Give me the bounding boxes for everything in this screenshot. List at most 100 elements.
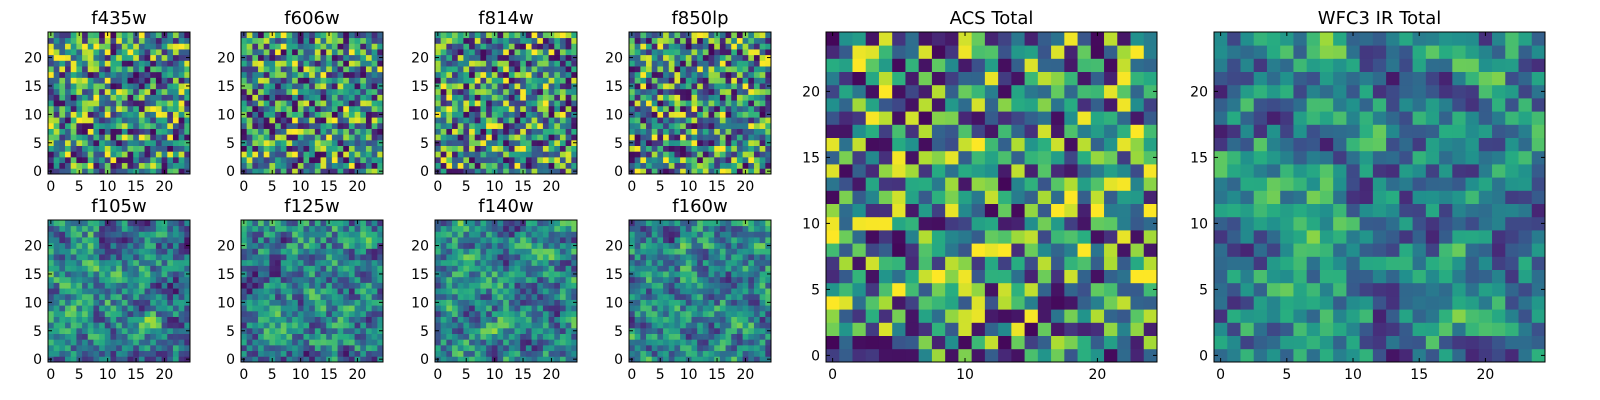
heatmap-cell: [99, 350, 106, 357]
heatmap-cell: [440, 220, 447, 227]
heatmap-cell: [446, 117, 453, 124]
heatmap-cell: [167, 122, 174, 129]
heatmap-cell: [759, 322, 766, 329]
heatmap-cell: [144, 316, 151, 323]
heatmap-cell: [646, 54, 653, 61]
heatmap-cell: [520, 77, 527, 84]
heatmap-cell: [480, 151, 487, 158]
heatmap-cell: [161, 293, 168, 300]
heatmap-cell: [748, 94, 755, 101]
heatmap-cell: [531, 276, 538, 283]
heatmap-cell: [127, 356, 134, 363]
heatmap-cell: [657, 305, 664, 312]
heatmap-cell: [331, 122, 338, 129]
heatmap-cell: [93, 111, 100, 118]
heatmap-cell: [742, 94, 749, 101]
heatmap-cell: [269, 254, 276, 261]
heatmap-cell: [121, 60, 128, 67]
heatmap-cell: [748, 66, 755, 73]
heatmap-cell: [241, 276, 248, 283]
heatmap-cell: [133, 248, 140, 255]
heatmap-cell: [480, 344, 487, 352]
heatmap-cell: [463, 288, 470, 295]
heatmap-cell: [452, 265, 459, 272]
heatmap-cell: [133, 276, 140, 283]
heatmap-cell: [178, 43, 185, 50]
heatmap-cell: [531, 288, 538, 295]
heatmap-cell: [258, 259, 265, 266]
heatmap-cell: [337, 225, 344, 232]
heatmap-cell: [297, 145, 304, 152]
heatmap-cell: [719, 66, 726, 73]
heatmap-cell: [474, 139, 481, 146]
heatmap-cell: [731, 344, 738, 352]
x-tick-label: 20: [349, 179, 367, 195]
heatmap-cell: [497, 145, 504, 152]
heatmap-cell: [280, 339, 287, 346]
heatmap-cell: [263, 316, 270, 323]
heatmap-cell: [371, 265, 378, 272]
heatmap-cell: [246, 128, 253, 135]
heatmap-cell: [525, 60, 532, 67]
heatmap-cell: [348, 145, 355, 152]
heatmap-cell: [748, 32, 755, 39]
heatmap-cell: [463, 151, 470, 158]
heatmap-cell: [520, 339, 527, 346]
heatmap-cell: [297, 83, 304, 90]
heatmap-cell: [765, 156, 772, 164]
heatmap-cell: [446, 83, 453, 90]
heatmap-cell: [697, 356, 704, 363]
heatmap-cell: [263, 37, 270, 44]
heatmap-cell: [116, 242, 123, 249]
heatmap-cell: [668, 128, 675, 135]
heatmap-cell: [59, 276, 66, 283]
heatmap-cell: [469, 145, 476, 152]
heatmap-cell: [435, 77, 442, 84]
heatmap-cell: [634, 344, 641, 352]
heatmap-cell: [269, 43, 276, 50]
heatmap-cell: [629, 162, 636, 169]
heatmap-cell: [76, 271, 83, 278]
heatmap-cell: [748, 327, 755, 334]
heatmap-cell: [685, 333, 692, 340]
heatmap-cell: [457, 344, 464, 352]
heatmap-cell: [708, 43, 715, 50]
heatmap-cell: [343, 111, 350, 118]
heatmap-cell: [354, 322, 361, 329]
heatmap-cell: [446, 339, 453, 346]
heatmap-cell: [121, 276, 128, 283]
heatmap-cell: [246, 94, 253, 101]
heatmap-cell: [178, 105, 185, 112]
heatmap-cell: [559, 128, 567, 135]
heatmap-cell: [178, 71, 185, 78]
heatmap-cell: [554, 316, 561, 323]
heatmap-cell: [331, 162, 338, 169]
heatmap-cell: [725, 105, 732, 112]
heatmap-cell: [258, 162, 265, 169]
heatmap-cell: [286, 66, 293, 73]
heatmap-cell: [486, 100, 493, 107]
heatmap-cell: [719, 145, 726, 152]
heatmap-cell: [326, 54, 333, 61]
heatmap-cell: [133, 122, 140, 129]
heatmap-cell: [161, 100, 168, 107]
heatmap-cell: [354, 117, 361, 124]
heatmap-cell: [155, 271, 162, 278]
heatmap-cell: [651, 49, 658, 56]
heatmap-cell: [491, 254, 498, 261]
heatmap-cell: [320, 288, 327, 295]
heatmap-cell: [503, 225, 510, 232]
heatmap-cell: [184, 122, 191, 129]
heatmap-cell: [320, 139, 327, 146]
heatmap-cell: [725, 316, 732, 323]
heatmap-cell: [629, 276, 636, 283]
heatmap-cell: [537, 77, 544, 84]
heatmap-cell: [554, 350, 561, 357]
heatmap-cell: [542, 54, 549, 61]
panel-title: f435w: [91, 8, 146, 29]
heatmap-cell: [184, 322, 191, 329]
heatmap-cell: [731, 316, 738, 323]
heatmap-cell: [303, 139, 310, 146]
heatmap-cell: [697, 37, 704, 44]
heatmap-cell: [537, 117, 544, 124]
